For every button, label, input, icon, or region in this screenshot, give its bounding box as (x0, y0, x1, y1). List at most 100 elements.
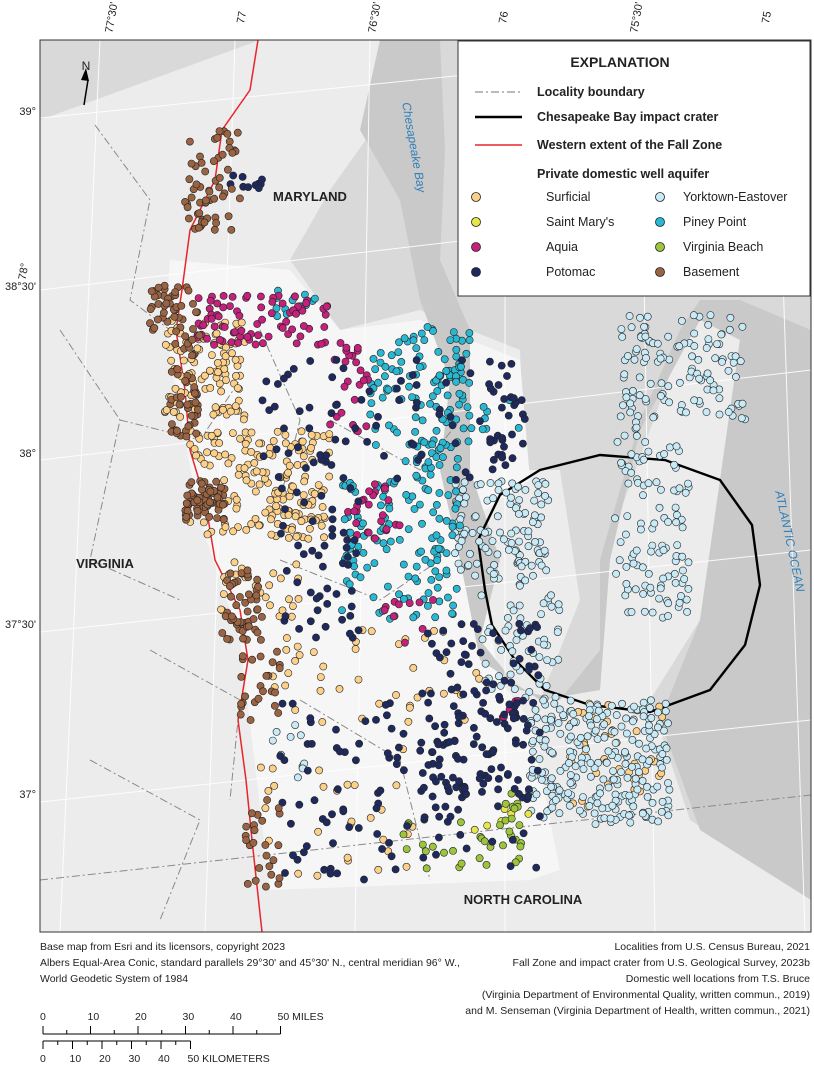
well-point (270, 702, 279, 710)
well-point (527, 755, 536, 764)
well-point (199, 518, 208, 527)
well-point (215, 127, 224, 136)
well-point (193, 506, 202, 515)
well-point (459, 637, 468, 645)
well-point (333, 785, 342, 794)
well-point (556, 729, 565, 738)
well-point (262, 851, 271, 860)
well-point (403, 822, 411, 830)
well-point (351, 424, 360, 433)
well-point (171, 384, 180, 393)
well-point (380, 451, 388, 460)
well-point (383, 749, 392, 758)
well-point (337, 408, 346, 417)
well-point (322, 302, 331, 311)
well-point (213, 493, 222, 502)
well-point (251, 876, 260, 885)
scale-label: 50 KILOMETERS (188, 1053, 270, 1065)
well-point (243, 566, 252, 575)
well-point (340, 515, 349, 524)
north-arrow: N (81, 59, 90, 106)
well-point (357, 395, 366, 404)
well-point (292, 532, 301, 541)
well-point (519, 696, 527, 705)
well-point (317, 521, 326, 530)
well-point (206, 296, 215, 305)
well-point (150, 323, 159, 332)
well-point (623, 729, 631, 738)
well-point (256, 636, 265, 644)
well-point (509, 394, 518, 403)
well-point (184, 286, 193, 295)
well-point (717, 330, 726, 339)
well-point (333, 869, 341, 878)
well-point (195, 331, 204, 340)
well-point (215, 183, 224, 192)
well-point (347, 587, 356, 595)
well-point (205, 498, 214, 507)
well-point (394, 348, 403, 356)
well-point (660, 726, 668, 735)
well-point (534, 489, 542, 498)
well-point (509, 714, 518, 723)
well-point (521, 485, 530, 494)
well-point (323, 584, 332, 593)
well-point (706, 311, 715, 319)
well-point (192, 429, 201, 438)
well-point (681, 488, 690, 497)
well-point (313, 871, 322, 880)
well-point (637, 525, 645, 534)
well-point (176, 412, 184, 421)
well-point (207, 431, 216, 440)
well-point (375, 699, 384, 708)
well-point (625, 312, 634, 320)
well-point (397, 376, 405, 385)
well-point (541, 479, 550, 488)
well-point (412, 356, 421, 364)
well-point (288, 602, 297, 610)
well-point (424, 698, 432, 707)
well-point (257, 613, 266, 621)
well-point (350, 536, 359, 544)
well-point (404, 717, 413, 726)
well-point (172, 327, 180, 336)
well-point (659, 546, 668, 555)
well-point (395, 536, 404, 544)
well-point (201, 167, 210, 176)
well-point (501, 626, 510, 635)
well-point (328, 525, 337, 533)
well-point (325, 430, 334, 438)
well-point (440, 720, 449, 729)
well-point (213, 133, 222, 142)
well-point (519, 715, 528, 723)
well-point (475, 774, 484, 783)
well-point (297, 427, 306, 436)
well-point (658, 763, 666, 772)
well-point (524, 527, 533, 536)
well-point (200, 459, 209, 468)
well-point (535, 755, 544, 763)
well-point (267, 530, 276, 539)
well-point (641, 332, 650, 341)
well-point (270, 782, 279, 790)
well-point (261, 804, 270, 813)
well-point (326, 869, 335, 878)
well-point (617, 722, 626, 731)
well-point (312, 594, 321, 603)
well-point (629, 559, 638, 568)
well-point (320, 323, 329, 331)
well-point (378, 845, 386, 853)
well-point (489, 570, 498, 578)
legend-title: EXPLANATION (570, 54, 669, 70)
well-point (271, 688, 279, 697)
well-point (428, 392, 437, 401)
well-point (240, 464, 249, 473)
well-point (412, 398, 421, 407)
well-point (591, 820, 600, 828)
well-point (237, 318, 246, 327)
well-point (498, 453, 507, 462)
well-point (228, 429, 237, 437)
well-point (465, 411, 474, 420)
well-point (307, 430, 316, 439)
well-point (658, 797, 667, 806)
